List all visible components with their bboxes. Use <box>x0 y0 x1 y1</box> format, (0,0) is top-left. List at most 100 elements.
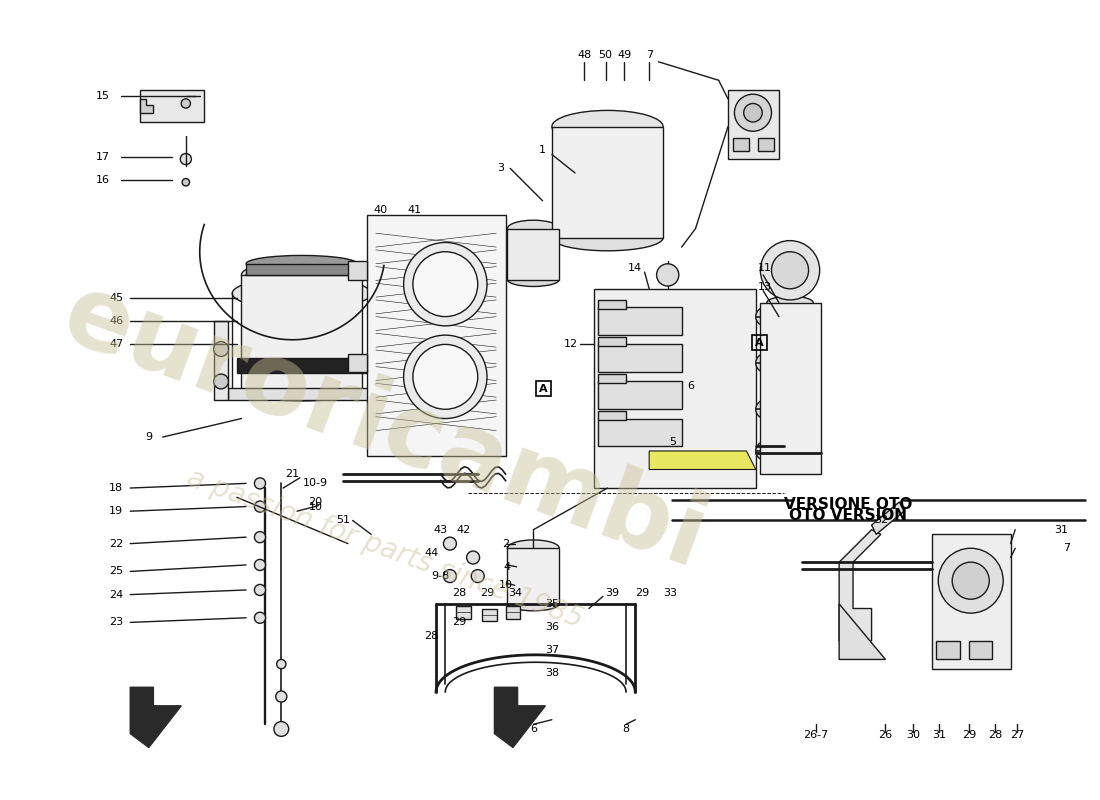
Polygon shape <box>483 609 497 622</box>
Text: 35: 35 <box>544 599 559 609</box>
Text: 51: 51 <box>337 515 351 526</box>
Ellipse shape <box>241 381 362 401</box>
Circle shape <box>180 154 191 165</box>
Text: 1: 1 <box>539 145 546 154</box>
Circle shape <box>756 354 774 372</box>
Circle shape <box>254 612 265 623</box>
Text: 46: 46 <box>109 316 123 326</box>
Circle shape <box>412 252 477 317</box>
Circle shape <box>756 400 774 418</box>
Polygon shape <box>456 606 471 618</box>
Polygon shape <box>839 604 886 659</box>
Text: 26: 26 <box>879 730 892 741</box>
Text: 39: 39 <box>605 588 619 598</box>
Circle shape <box>443 537 456 550</box>
Circle shape <box>254 501 265 512</box>
Text: 28: 28 <box>452 588 466 598</box>
Text: A: A <box>539 384 548 394</box>
Ellipse shape <box>682 305 718 338</box>
Text: 38: 38 <box>544 668 559 678</box>
Text: 42: 42 <box>456 525 471 534</box>
Bar <box>598 382 682 410</box>
Circle shape <box>276 691 287 702</box>
Bar <box>752 335 767 350</box>
Text: 31: 31 <box>932 730 946 741</box>
Ellipse shape <box>682 379 718 411</box>
Circle shape <box>183 178 189 186</box>
Ellipse shape <box>232 278 371 310</box>
Polygon shape <box>348 354 366 372</box>
Text: 16: 16 <box>96 175 109 186</box>
Text: 30: 30 <box>906 730 921 741</box>
Bar <box>598 411 626 420</box>
Ellipse shape <box>246 267 358 282</box>
Circle shape <box>274 722 288 736</box>
Circle shape <box>277 659 286 669</box>
Ellipse shape <box>507 273 559 286</box>
Text: 33: 33 <box>663 588 678 598</box>
Circle shape <box>466 551 480 564</box>
Bar <box>598 300 626 309</box>
Text: 14: 14 <box>628 263 642 274</box>
Text: A: A <box>755 338 763 347</box>
Text: 29: 29 <box>961 730 976 741</box>
Text: 15: 15 <box>96 91 109 101</box>
Circle shape <box>254 478 265 489</box>
Text: 49: 49 <box>617 50 631 60</box>
Bar <box>758 138 774 150</box>
Circle shape <box>760 241 820 300</box>
Text: 31: 31 <box>1055 525 1068 534</box>
Ellipse shape <box>246 255 358 272</box>
Text: 3: 3 <box>497 163 505 174</box>
Circle shape <box>254 585 265 595</box>
Ellipse shape <box>767 296 813 309</box>
Bar <box>598 418 682 446</box>
Text: 17: 17 <box>96 152 110 162</box>
Ellipse shape <box>507 597 559 611</box>
Polygon shape <box>236 358 366 373</box>
Circle shape <box>412 344 477 410</box>
Text: 41: 41 <box>408 205 421 215</box>
Circle shape <box>213 374 229 389</box>
Text: 18: 18 <box>109 483 123 493</box>
Text: 29: 29 <box>452 618 466 627</box>
Text: 11: 11 <box>758 263 772 274</box>
Circle shape <box>938 548 1003 613</box>
Text: 13: 13 <box>758 282 772 292</box>
Text: 6: 6 <box>688 381 694 391</box>
Circle shape <box>404 335 487 418</box>
Bar <box>598 307 682 335</box>
Text: 44: 44 <box>425 548 439 558</box>
Ellipse shape <box>241 261 362 289</box>
Text: 7: 7 <box>1063 543 1069 554</box>
Text: 36: 36 <box>544 622 559 632</box>
Text: 9-8: 9-8 <box>431 571 450 581</box>
Text: 28: 28 <box>988 730 1002 741</box>
Polygon shape <box>246 264 358 275</box>
Circle shape <box>443 570 456 582</box>
Polygon shape <box>839 530 881 641</box>
Circle shape <box>471 570 484 582</box>
Bar <box>140 90 205 122</box>
Ellipse shape <box>682 416 718 449</box>
Bar <box>728 90 779 159</box>
Circle shape <box>756 442 774 460</box>
Polygon shape <box>366 214 506 456</box>
Circle shape <box>744 103 762 122</box>
Text: a passion for parts since 1985: a passion for parts since 1985 <box>183 463 587 633</box>
Text: OTO VERSION: OTO VERSION <box>790 508 908 523</box>
Bar <box>536 382 551 396</box>
Text: 8: 8 <box>623 724 629 734</box>
Text: 28: 28 <box>425 631 439 642</box>
Circle shape <box>213 342 229 357</box>
Polygon shape <box>348 261 366 279</box>
Text: 22: 22 <box>109 538 123 549</box>
Circle shape <box>254 559 265 570</box>
Text: 2: 2 <box>502 538 509 549</box>
Text: 7: 7 <box>646 50 652 60</box>
Text: 40: 40 <box>373 205 387 215</box>
Bar <box>760 302 821 474</box>
Circle shape <box>254 531 265 542</box>
Text: 23: 23 <box>109 618 123 627</box>
Circle shape <box>953 562 989 599</box>
